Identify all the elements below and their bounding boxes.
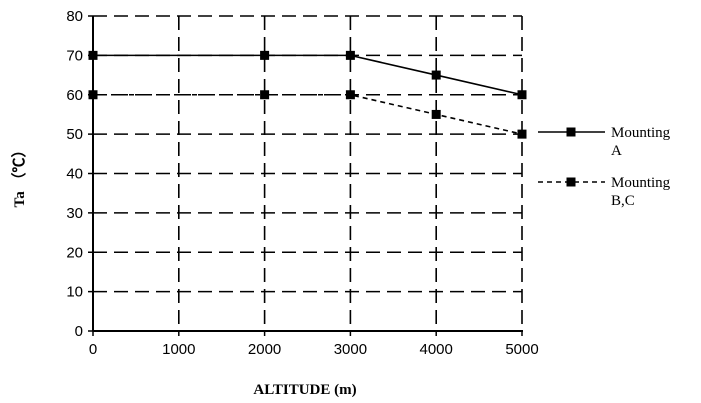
data-point-marker — [260, 90, 270, 100]
legend-swatch-marker — [566, 177, 576, 187]
data-point-marker — [345, 90, 355, 100]
data-point-marker — [260, 50, 270, 60]
y-tick-label: 40 — [66, 166, 83, 183]
legend-label: Mounting B,C — [611, 175, 671, 209]
data-point-marker — [88, 50, 98, 60]
x-tick-labels: 0 1000 2000 3000 4000 5000 — [89, 341, 539, 358]
y-axis-title: Ta （℃） — [10, 143, 28, 208]
x-tick-label: 4000 — [420, 341, 453, 358]
y-tick-label: 10 — [66, 284, 83, 301]
x-axis-title: ALTITUDE (m) — [253, 382, 356, 398]
grid — [88, 15, 523, 336]
series — [88, 50, 527, 139]
data-point-marker — [431, 109, 441, 119]
x-tick-label: 3000 — [334, 341, 367, 358]
series-line — [93, 54, 523, 96]
axes — [92, 16, 523, 332]
y-tick-labels: 0 10 20 30 40 50 60 70 80 — [66, 8, 83, 340]
x-tick-label: 0 — [89, 341, 97, 358]
series-line — [93, 93, 523, 135]
x-tick-label: 2000 — [248, 341, 281, 358]
data-point-marker — [517, 129, 527, 139]
legend: Mounting A Mounting B,C — [538, 125, 671, 209]
x-tick-label: 1000 — [162, 341, 195, 358]
data-point-marker — [88, 90, 98, 100]
y-tick-label: 60 — [66, 87, 83, 104]
y-tick-label: 30 — [66, 205, 83, 222]
y-tick-label: 0 — [75, 323, 83, 340]
data-point-marker — [517, 90, 527, 100]
data-point-marker — [431, 70, 441, 80]
x-tick-label: 5000 — [505, 341, 538, 358]
y-tick-label: 70 — [66, 47, 83, 64]
y-tick-label: 50 — [66, 126, 83, 143]
y-tick-label: 80 — [66, 8, 83, 25]
legend-label: Mounting A — [611, 125, 671, 159]
y-tick-label: 20 — [66, 244, 83, 261]
legend-swatch-marker — [566, 127, 576, 137]
data-point-marker — [345, 50, 355, 60]
